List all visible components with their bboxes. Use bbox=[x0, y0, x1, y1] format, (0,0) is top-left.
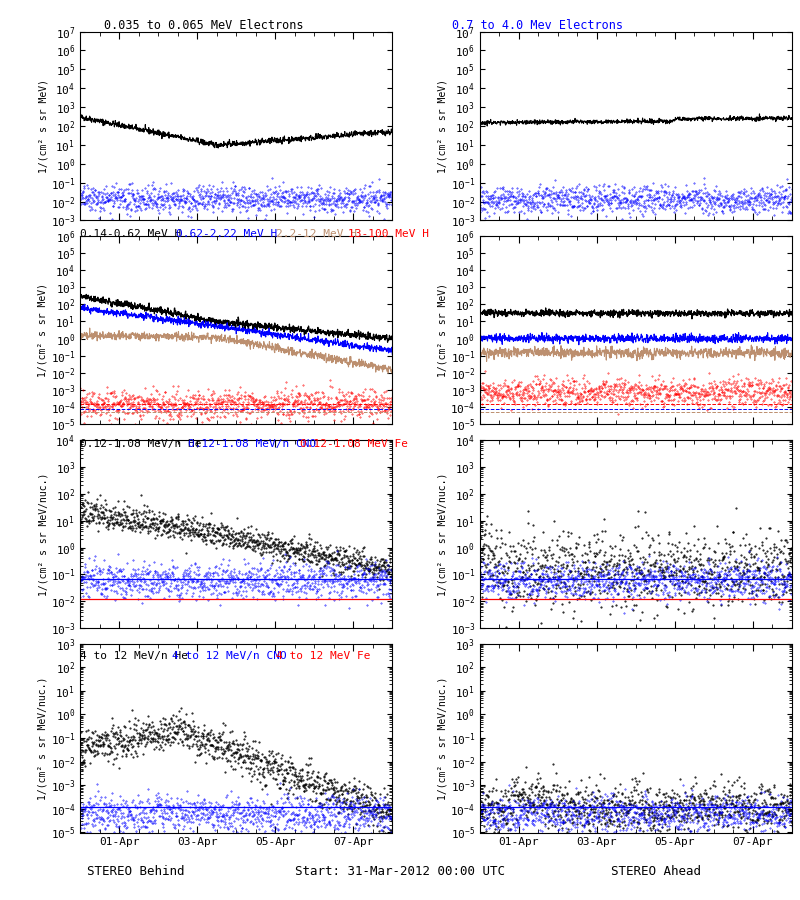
Y-axis label: 1/(cm² s sr MeV/nuc.): 1/(cm² s sr MeV/nuc.) bbox=[38, 677, 48, 800]
Text: 2.2-12 MeV H: 2.2-12 MeV H bbox=[276, 229, 357, 238]
Text: 0.035 to 0.065 MeV Electrons: 0.035 to 0.065 MeV Electrons bbox=[104, 19, 303, 32]
Text: Start: 31-Mar-2012 00:00 UTC: Start: 31-Mar-2012 00:00 UTC bbox=[295, 865, 505, 878]
Text: 13-100 MeV H: 13-100 MeV H bbox=[348, 229, 429, 238]
Y-axis label: 1/(cm² s sr MeV/nuc.): 1/(cm² s sr MeV/nuc.) bbox=[438, 472, 448, 596]
Text: STEREO Behind: STEREO Behind bbox=[87, 865, 185, 878]
Text: 0.12-1.08 MeV/n He: 0.12-1.08 MeV/n He bbox=[80, 439, 202, 449]
Y-axis label: 1/(cm² s sr MeV): 1/(cm² s sr MeV) bbox=[438, 283, 448, 377]
Y-axis label: 1/(cm² s sr MeV): 1/(cm² s sr MeV) bbox=[38, 283, 48, 377]
Y-axis label: 1/(cm² s sr MeV/nuc.): 1/(cm² s sr MeV/nuc.) bbox=[438, 677, 448, 800]
Text: 0.7 to 4.0 Mev Electrons: 0.7 to 4.0 Mev Electrons bbox=[452, 19, 623, 32]
Y-axis label: 1/(cm² s sr MeV): 1/(cm² s sr MeV) bbox=[38, 79, 48, 173]
Text: 0.12-1.08 MeV Fe: 0.12-1.08 MeV Fe bbox=[300, 439, 408, 449]
Y-axis label: 1/(cm² s sr MeV): 1/(cm² s sr MeV) bbox=[438, 79, 448, 173]
Text: 0.14-0.62 MeV H: 0.14-0.62 MeV H bbox=[80, 229, 182, 238]
Text: STEREO Ahead: STEREO Ahead bbox=[611, 865, 701, 878]
Y-axis label: 1/(cm² s sr MeV/nuc.): 1/(cm² s sr MeV/nuc.) bbox=[38, 472, 48, 596]
Text: 4 to 12 MeV/n He: 4 to 12 MeV/n He bbox=[80, 651, 188, 661]
Text: 0.62-2.22 MeV H: 0.62-2.22 MeV H bbox=[176, 229, 278, 238]
Text: 4 to 12 MeV Fe: 4 to 12 MeV Fe bbox=[276, 651, 370, 661]
Text: 0.12-1.08 MeV/n CNO: 0.12-1.08 MeV/n CNO bbox=[188, 439, 316, 449]
Text: 4 to 12 MeV/n CNO: 4 to 12 MeV/n CNO bbox=[172, 651, 286, 661]
